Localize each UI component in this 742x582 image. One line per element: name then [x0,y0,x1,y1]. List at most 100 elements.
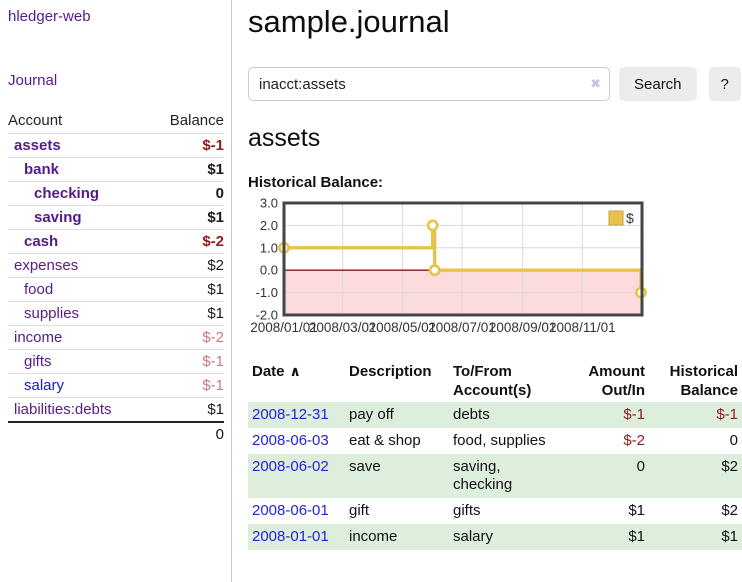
historical-balance-chart: 3.0 2.0 1.0 0.0 -1.0 -2.0 2008/01/01 2008/03/01… [248,196,742,345]
register-accounts-cell: debts [449,402,566,428]
account-row: cash $-2 [8,229,224,254]
app-title-link[interactable]: hledger-web [8,8,91,25]
account-link[interactable]: cash [24,233,59,250]
register-description-cell: income [345,524,449,550]
register-amount-cell: $-2 [623,432,645,449]
search-form: ✖ Search ? [248,67,742,101]
account-name-cell: cash [8,230,150,254]
accounts-total-value: 0 [149,421,224,446]
account-link[interactable]: salary [24,377,65,394]
register-description-cell: pay off [345,402,449,428]
account-balance: $2 [207,257,224,274]
account-link[interactable]: saving [34,209,82,226]
transaction-date-link[interactable]: 2008-06-02 [252,458,329,475]
account-link[interactable]: bank [24,161,60,178]
account-name-cell: checking [8,182,150,206]
register-description-cell: save [345,454,449,498]
transaction-date-link[interactable]: 2008-12-31 [252,406,329,423]
account-link[interactable]: expenses [14,257,79,274]
register-accounts-cell: food, supplies [453,432,546,449]
account-name-cell: salary [8,374,150,398]
chart-title: Historical Balance: [248,174,384,191]
accounts-table: Account Balance assets $-1 bank $1 checking 0… [8,109,224,446]
account-row: expenses $2 [8,253,224,278]
register-table: Date ∧ Description To/From Account(s) Amo… [248,360,742,550]
accounts-total-row: 0 [8,421,224,446]
y-tick-label: 2.0 [260,218,278,233]
clear-search-icon[interactable]: ✖ [590,76,601,91]
account-row: supplies $1 [8,301,224,326]
register-row: 2008-12-31 pay off debts $-1 $-1 [248,402,742,428]
x-tick-label: 2008/09/01 [489,320,557,335]
y-tick-label: -1.0 [256,285,278,300]
account-name-cell: gifts [8,350,150,374]
main-content: sample.journal ✖ Search ? assets Histori… [232,0,742,582]
register-row: 2008-06-03 eat & shop food, supplies $-2 0 [248,428,742,454]
register-balance-cell: $2 [721,502,738,519]
register-balance-cell: $1 [649,524,742,550]
register-amount-cell: $1 [566,524,649,550]
legend-label: $ [626,210,634,226]
register-date-cell: 2008-06-02 [248,454,345,498]
x-tick-label: 2008/11/01 [549,320,616,335]
register-header-date-label: Date [252,363,285,380]
account-link[interactable]: liabilities:debts [14,401,112,418]
accounts-header-row: Account Balance [8,109,224,134]
search-button[interactable]: Search [619,67,697,101]
register-balance-cell: $2 [649,454,742,498]
account-balance: $-1 [202,377,224,394]
register-balance-cell: $-1 [649,402,742,428]
accounts-header-account: Account [8,112,63,129]
search-input[interactable] [248,67,610,101]
account-name-cell: bank [8,158,150,182]
sidebar: hledger-web Journal Account Balance asse… [0,0,232,582]
accounts-header-balance: Balance [169,112,224,129]
account-balance: $1 [207,209,224,226]
register-date-cell: 2008-01-01 [248,524,345,550]
sort-ascending-icon[interactable]: ∧ [289,363,301,379]
account-balance: 0 [215,185,224,202]
account-row: gifts $-1 [8,349,224,374]
register-amount-cell: $1 [628,502,645,519]
account-balance: $-1 [202,353,224,370]
y-tick-label: 0.0 [260,263,278,278]
register-balance-cell: 0 [729,432,738,449]
account-balance: $-2 [202,233,224,250]
account-link[interactable]: food [24,281,54,298]
x-tick-label: 2008/05/01 [369,320,437,335]
page-title: sample.journal [248,4,450,39]
account-link[interactable]: assets [14,137,61,154]
account-row: bank $1 [8,157,224,182]
account-link[interactable]: checking [34,185,100,202]
account-link[interactable]: gifts [24,353,52,370]
account-name-cell: expenses [8,254,150,278]
account-row: liabilities:debts $1 [8,397,224,423]
account-row: checking 0 [8,181,224,206]
y-tick-label: 3.0 [260,198,278,211]
transaction-date-link[interactable]: 2008-06-01 [252,502,329,519]
accounts-table-body: assets $-1 bank $1 checking 0 saving $1 cash $-2 e… [8,133,224,423]
help-button[interactable]: ? [708,67,741,101]
account-balance: $1 [207,305,224,322]
register-row: 2008-06-01 gift gifts $1 $2 [248,498,742,524]
account-balance: $1 [207,161,224,178]
transaction-date-link[interactable]: 2008-06-03 [252,432,329,449]
register-header-balance: Historical Balance [669,363,738,399]
register-header-accounts: To/From Account(s) [453,363,532,399]
data-point-marker [428,264,441,277]
nav-journal-link[interactable]: Journal [8,72,58,89]
register-header-amount: Amount Out/In [588,363,645,399]
account-name-cell: income [8,326,150,350]
register-accounts-cell: salary [449,524,566,550]
account-name-cell: food [8,278,150,302]
register-accounts-cell: gifts [453,502,481,519]
y-tick-label: 1.0 [260,240,278,255]
account-link[interactable]: supplies [24,305,80,322]
x-tick-label: 2008/01/01 [250,320,318,335]
legend-swatch [608,210,624,226]
register-row: 2008-06-02 save saving, checking 0 $2 [248,454,742,498]
account-name-cell: saving [8,206,150,230]
transaction-date-link[interactable]: 2008-01-01 [252,528,329,545]
register-body: 2008-12-31 pay off debts $-1 $-1 2008-06-03 ea… [248,402,742,550]
account-link[interactable]: income [14,329,63,346]
